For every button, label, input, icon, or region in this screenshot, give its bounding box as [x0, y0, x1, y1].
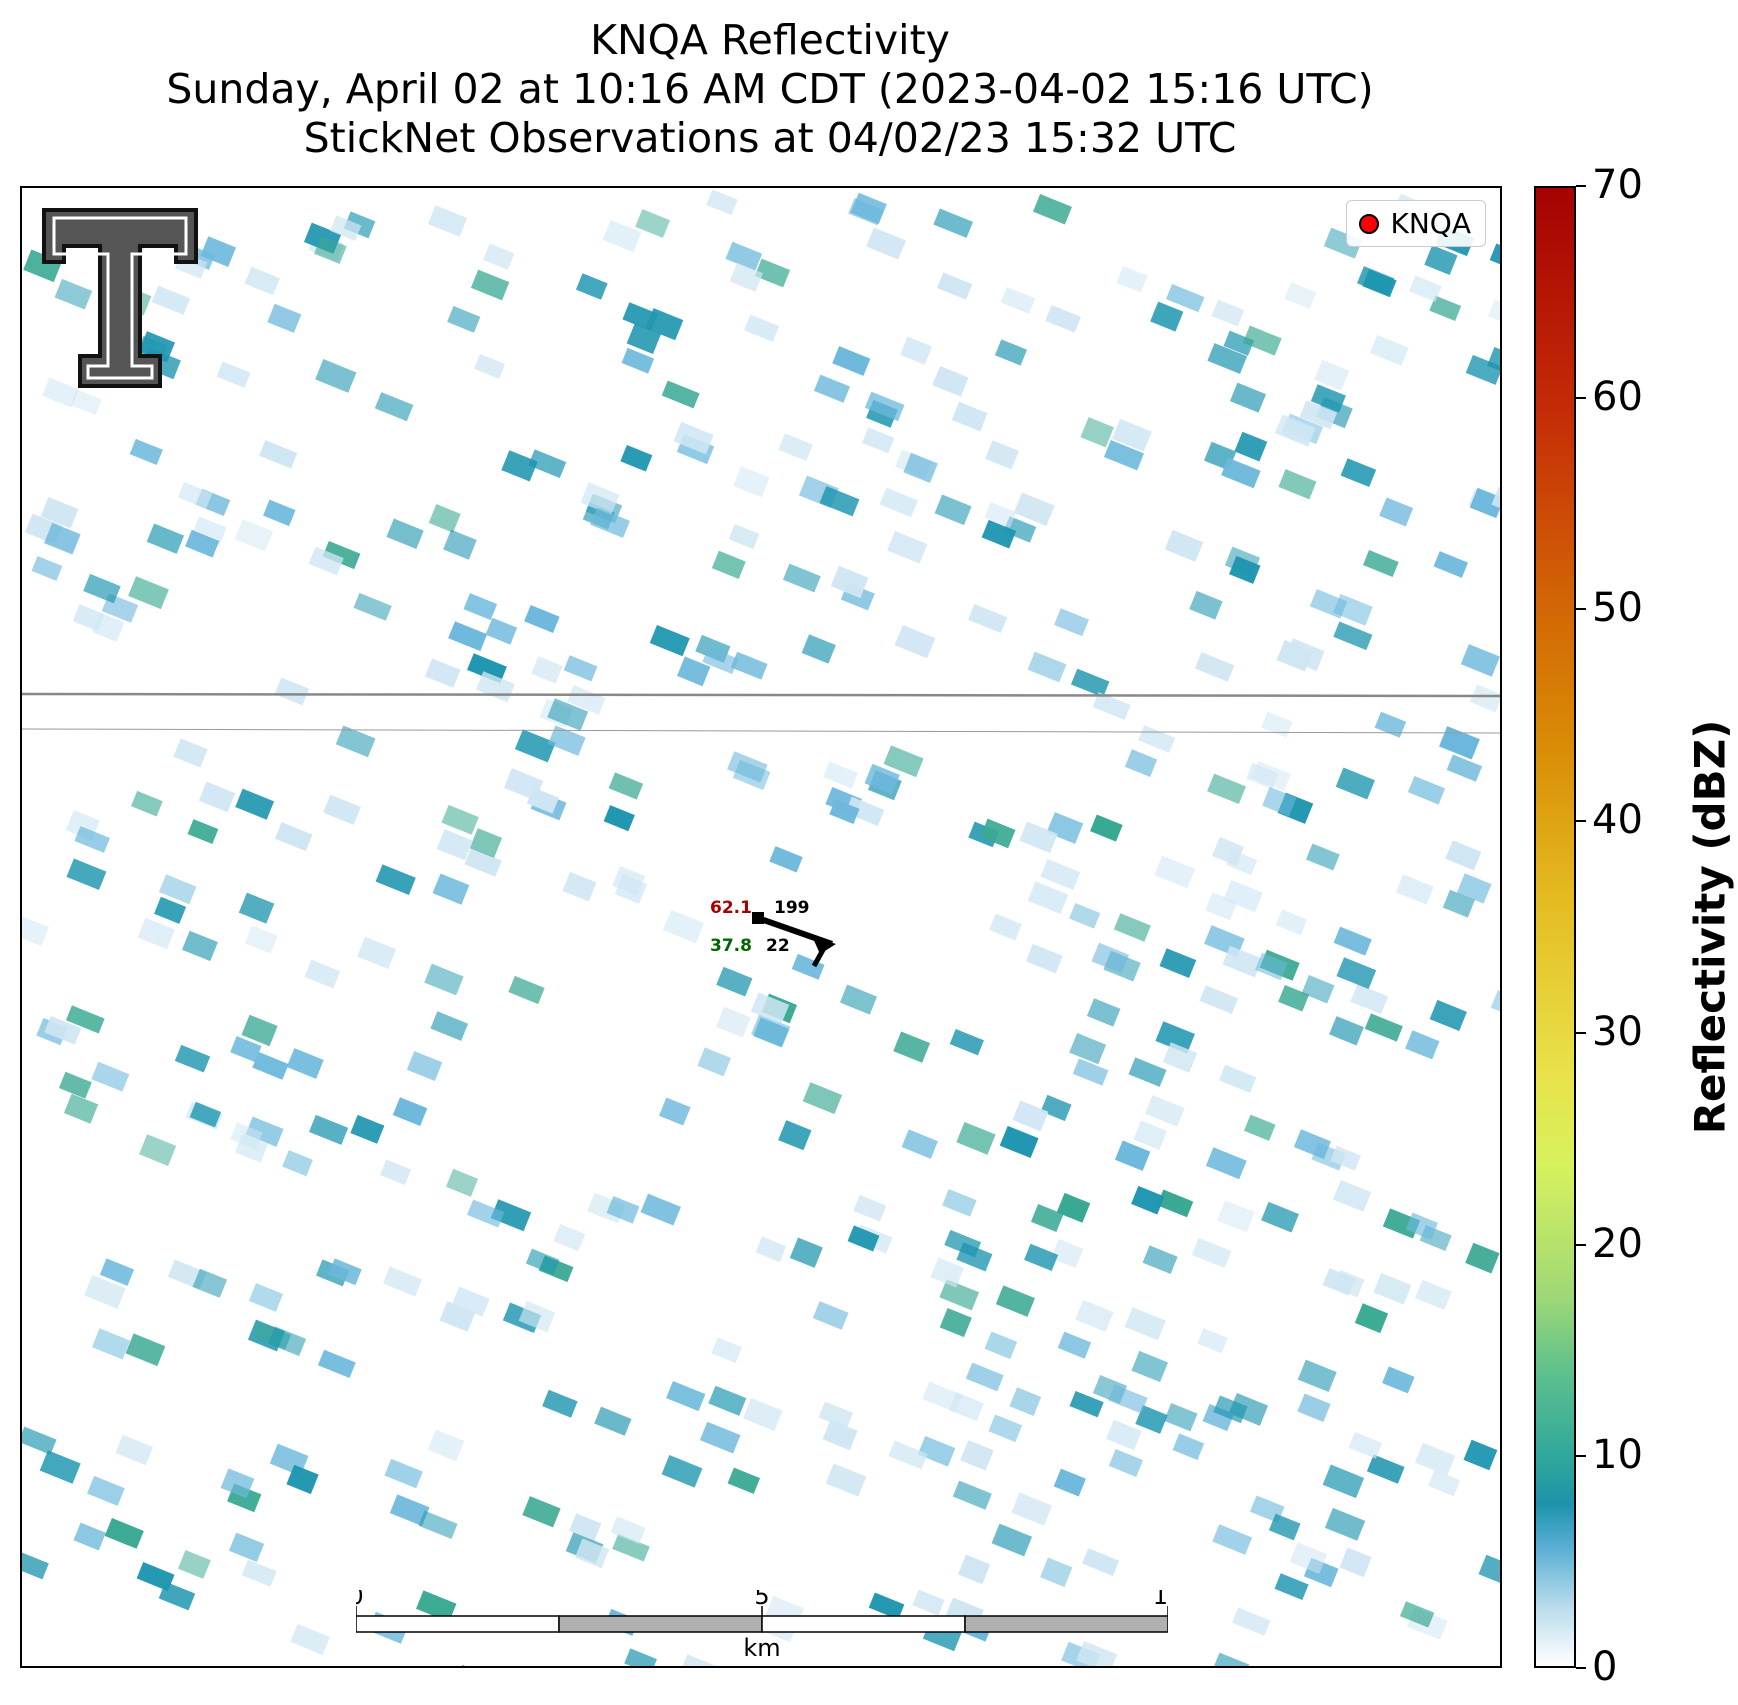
scale-bar: 0 5 10 km [356, 1590, 1168, 1660]
colorbar-tick-label: 0 [1592, 1644, 1618, 1690]
colorbar-tick-mark [1576, 1243, 1586, 1246]
colorbar-tick-label: 70 [1592, 162, 1643, 208]
sticknet-station: 62.1 199 37.8 22 [22, 188, 1500, 1666]
colorbar-tick-label: 20 [1592, 1220, 1643, 1267]
road-line [22, 692, 1500, 698]
texas-tech-logo-icon [42, 208, 198, 388]
colorbar [1534, 186, 1576, 1668]
chart-subtitle-time: Sunday, April 02 at 10:16 AM CDT (2023-0… [166, 65, 1374, 113]
other-value: 22 [766, 936, 790, 956]
colorbar-tick-mark [1576, 1667, 1586, 1669]
colorbar-tick-mark [1576, 396, 1586, 399]
chart-title: KNQA Reflectivity [590, 16, 950, 64]
colorbar-tick-label: 50 [1592, 585, 1643, 632]
scale-tick-0: 0 [356, 1590, 364, 1610]
pressure-value: 199 [774, 898, 810, 918]
scale-tick-10: 10 [1153, 1590, 1168, 1610]
map-legend: KNQA [1345, 200, 1486, 247]
temperature-value: 62.1 [710, 898, 752, 918]
radar-map[interactable]: KNQA 62.1 199 37.8 22 [20, 186, 1502, 1668]
scale-unit: km [743, 1634, 780, 1660]
colorbar-title: Reflectivity (dBZ) [1685, 719, 1735, 1135]
colorbar-tick-mark [1576, 608, 1586, 611]
colorbar-tick-mark [1576, 185, 1586, 187]
dewpoint-value: 37.8 [710, 936, 752, 956]
chart-subtitle-obs: StickNet Observations at 04/02/23 15:32 … [303, 114, 1237, 162]
wind-barb-icon [752, 912, 836, 968]
road-line [22, 728, 1500, 734]
colorbar-tick-mark [1576, 1455, 1586, 1458]
colorbar-tick-mark [1576, 820, 1586, 823]
colorbar-tick-mark [1576, 1031, 1586, 1034]
scale-tick-5: 5 [754, 1590, 769, 1610]
legend-label: KNQA [1390, 207, 1472, 240]
colorbar-tick-label: 60 [1592, 373, 1643, 420]
radar-site-marker-icon [1358, 213, 1379, 234]
colorbar-tick-label: 30 [1592, 1008, 1643, 1055]
colorbar-tick-label: 40 [1592, 797, 1643, 844]
colorbar-tick-label: 10 [1592, 1432, 1643, 1479]
